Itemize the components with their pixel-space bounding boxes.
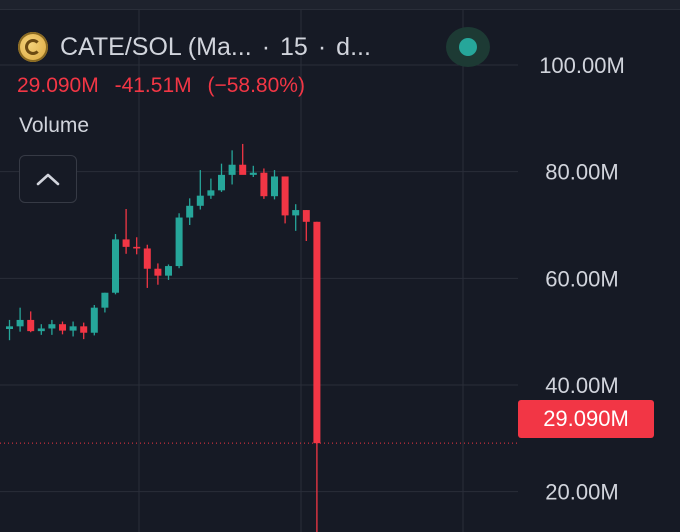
interval-label: 15: [280, 32, 308, 61]
candle-body: [313, 221, 321, 444]
candle-body: [281, 176, 289, 216]
candle-body: [239, 164, 247, 175]
candle-body: [228, 164, 236, 175]
candles-layer: [6, 143, 321, 532]
candle-body: [101, 292, 109, 308]
grid-layer: [0, 9, 518, 532]
candle-body: [175, 217, 183, 267]
candle-body: [59, 324, 66, 331]
change-percent-value: (−58.80%): [207, 74, 305, 97]
candle[interactable]: [133, 237, 141, 255]
candle[interactable]: [186, 198, 194, 225]
candle-body: [122, 239, 130, 247]
candle[interactable]: [122, 209, 130, 254]
y-tick-label: 40.00M: [545, 373, 618, 398]
candle[interactable]: [6, 319, 13, 341]
candle-body: [218, 174, 225, 191]
candle[interactable]: [16, 307, 24, 332]
exchange-label: d...: [336, 32, 371, 61]
candle-body: [80, 326, 88, 333]
candle[interactable]: [154, 263, 162, 285]
candle[interactable]: [260, 168, 268, 199]
y-tick-label: 20.00M: [545, 480, 618, 505]
candle[interactable]: [101, 292, 109, 313]
y-tick-label: 80.00M: [545, 160, 618, 185]
coin-logo-icon: [18, 32, 48, 62]
candle-body: [186, 205, 194, 218]
separator-dot: ·: [317, 32, 327, 61]
candle[interactable]: [281, 176, 289, 224]
candle[interactable]: [249, 165, 257, 177]
candle-body: [133, 246, 141, 249]
change-value: -41.51M: [114, 74, 192, 97]
candle[interactable]: [90, 305, 98, 336]
candle[interactable]: [271, 170, 278, 200]
chart-legend-header[interactable]: CATE/SOL (Ma... · 15 · d...: [18, 30, 371, 64]
candle[interactable]: [292, 204, 300, 231]
separator-dot: ·: [261, 32, 271, 61]
candle-body: [207, 190, 215, 196]
candle[interactable]: [302, 210, 310, 241]
candle[interactable]: [48, 319, 56, 335]
candle-body: [154, 268, 162, 276]
collapse-indicators-button[interactable]: [19, 155, 77, 203]
market-status-dot-icon: [459, 38, 477, 56]
candle-body: [37, 328, 45, 332]
candle-body: [69, 326, 77, 331]
market-status-indicator[interactable]: [446, 27, 490, 67]
candle-body: [143, 248, 151, 269]
candle-body: [48, 324, 56, 329]
last-price-value: 29.090M: [17, 74, 99, 97]
candle[interactable]: [112, 234, 119, 295]
ohlc-values: 29.090M -41.51M (−58.80%): [17, 74, 305, 98]
candle[interactable]: [143, 244, 151, 288]
candle[interactable]: [218, 163, 225, 192]
candle-body: [90, 307, 98, 333]
current-price-tag: 29.090M: [518, 400, 654, 438]
price-axis: 20.00M 40.00M 60.00M 80.00M 100.00M: [539, 53, 625, 505]
candle[interactable]: [59, 321, 66, 335]
pair-name: CATE/SOL (Ma...: [60, 32, 252, 61]
candle[interactable]: [165, 264, 172, 280]
y-tick-label: 60.00M: [545, 266, 618, 291]
candle-body: [165, 266, 172, 276]
y-tick-label: 100.00M: [539, 53, 625, 78]
candle[interactable]: [207, 178, 215, 199]
candle-body: [249, 172, 257, 175]
candle[interactable]: [228, 150, 236, 185]
candle-body: [271, 176, 278, 197]
candle-body: [196, 195, 204, 206]
candle-body: [302, 210, 310, 222]
candle[interactable]: [80, 322, 88, 340]
candle[interactable]: [69, 321, 77, 337]
candle-body: [112, 239, 119, 293]
candle-body: [292, 210, 300, 216]
candle[interactable]: [196, 170, 204, 210]
candle[interactable]: [27, 311, 35, 333]
chevron-up-icon: [36, 173, 60, 186]
candle[interactable]: [239, 143, 247, 175]
candle-body: [27, 319, 35, 332]
candle-body: [16, 319, 24, 327]
candle[interactable]: [37, 324, 45, 335]
candle-body: [6, 326, 13, 329]
volume-indicator-label[interactable]: Volume: [19, 114, 90, 137]
top-bar: [0, 0, 680, 10]
candle-body: [260, 172, 268, 197]
candle[interactable]: [175, 213, 183, 269]
candle[interactable]: [313, 221, 321, 532]
